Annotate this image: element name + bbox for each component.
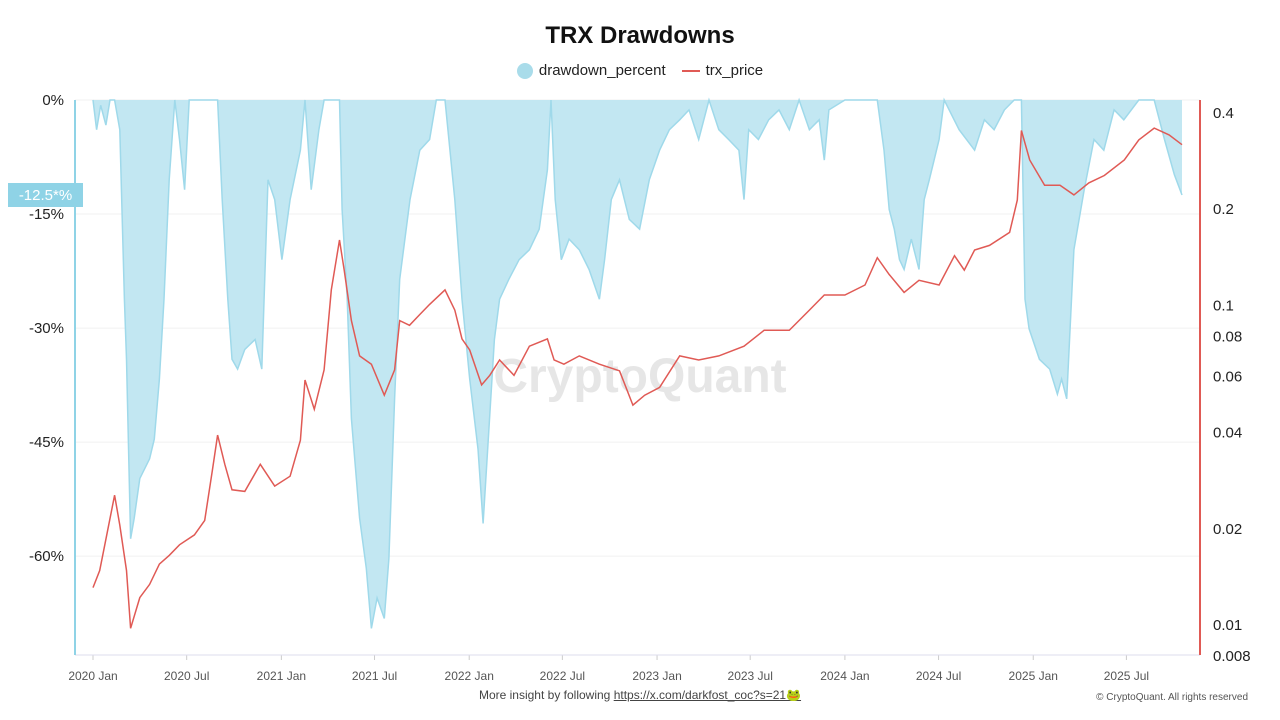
x-tick-label: 2020 Jul [164,669,209,683]
chart-title: TRX Drawdowns [545,22,735,49]
drawdown-area [93,100,1182,629]
x-tick-label: 2021 Jul [352,669,397,683]
legend-item-drawdown[interactable]: drawdown_percent [516,62,666,79]
copyright: © CryptoQuant. All rights reserved [1096,692,1248,703]
y-left-tick-label: -30% [29,320,64,337]
price-line [92,127,1183,629]
y-right-tick-label: 0.06 [1213,368,1242,385]
x-tick-label: 2025 Jan [1009,669,1058,683]
legend-label-drawdown: drawdown_percent [538,62,666,79]
y-right-tick-label: 0.1 [1213,297,1234,314]
x-tick-label: 2024 Jan [820,669,869,683]
y-left-tick-label: -15% [29,206,64,223]
y-right-tick-label: 0.2 [1213,201,1234,218]
y-right-tick-label: 0.08 [1213,328,1242,345]
y-right-tick-label: 0.04 [1213,425,1242,442]
footer-link[interactable]: https://x.com/darkfost_coc?s=21🐸 [613,688,802,702]
y-left-tick-label: 0% [42,92,64,109]
x-tick-label: 2022 Jan [445,669,494,683]
legend-swatch-drawdown [516,62,533,79]
x-tick-label: 2025 Jul [1104,669,1149,683]
watermark: CryptoQuant [493,350,786,403]
x-tick-label: 2020 Jan [68,669,117,683]
drawdown-line [92,97,1183,629]
y-right-tick-label: 0.01 [1213,617,1242,634]
x-tick-label: 2023 Jan [632,669,681,683]
legend-swatch-price [681,69,700,72]
x-tick-label: 2024 Jul [916,669,961,683]
y-right-tick-label: 0.4 [1213,105,1234,122]
x-tick-label: 2023 Jul [728,669,773,683]
y-left-tick-label: -45% [29,434,64,451]
y-left-tick-label: -60% [29,548,64,565]
legend: drawdown_percent trx_price [0,62,1280,79]
y-right-tick-label: 0.008 [1213,648,1251,665]
y-right-tick-label: 0.02 [1213,521,1242,538]
x-tick-label: 2021 Jan [257,669,306,683]
x-tick-label: 2022 Jul [540,669,585,683]
current-value-marker: -12.5*% [8,183,83,207]
legend-label-price: trx_price [705,62,764,79]
footer-text: More insight by following [478,688,614,702]
legend-item-price[interactable]: trx_price [681,62,764,79]
footer: More insight by following https://x.com/… [0,688,1280,702]
